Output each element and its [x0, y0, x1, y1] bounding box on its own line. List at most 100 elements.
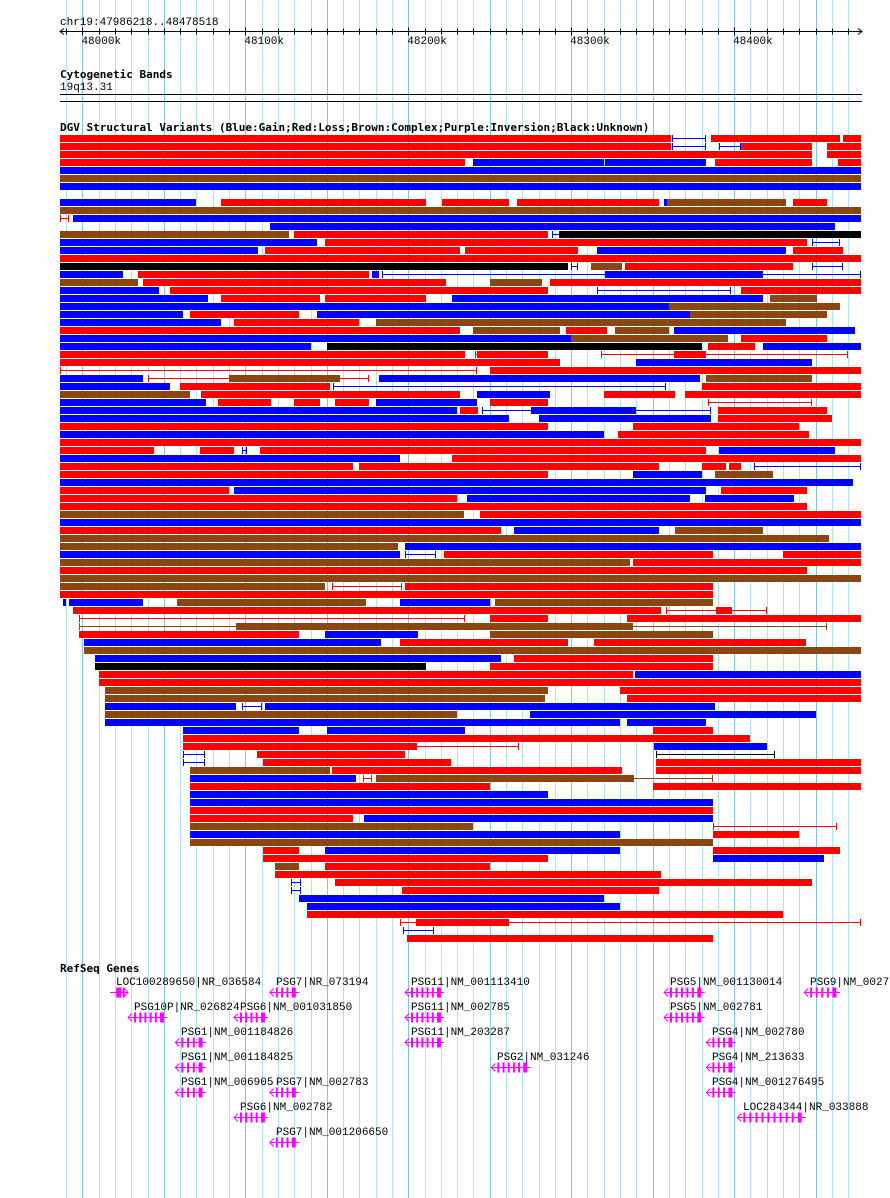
gene-feature[interactable]: PSG11|NM_203287: [404, 1027, 510, 1048]
structural-variant[interactable]: [416, 919, 509, 926]
structural-variant[interactable]: [105, 719, 620, 726]
structural-variant-interval[interactable]: [242, 703, 262, 710]
structural-variant[interactable]: [60, 343, 151, 350]
structural-variant[interactable]: [60, 351, 465, 358]
structural-variant[interactable]: [263, 855, 548, 862]
structural-variant[interactable]: [60, 303, 669, 310]
gene-feature[interactable]: PSG11|NM_002785: [404, 1002, 510, 1023]
structural-variant[interactable]: [234, 319, 359, 326]
structural-variant[interactable]: [201, 391, 460, 398]
structural-variant[interactable]: [473, 159, 604, 166]
structural-variant-interval[interactable]: [363, 775, 372, 782]
structural-variant[interactable]: [376, 319, 786, 326]
gene-feature[interactable]: PSG1|NM_006905: [174, 1077, 273, 1098]
structural-variant-interval[interactable]: [708, 399, 812, 406]
structural-variant-interval[interactable]: [242, 447, 247, 454]
structural-variant-interval[interactable]: [403, 927, 434, 934]
structural-variant[interactable]: [763, 343, 861, 350]
structural-variant[interactable]: [715, 471, 773, 478]
structural-variant[interactable]: [636, 359, 812, 366]
structural-variant[interactable]: [84, 639, 381, 646]
gene-feature[interactable]: PSG11|NM_001113410: [404, 977, 530, 998]
structural-variant[interactable]: [490, 279, 542, 286]
structural-variant[interactable]: [705, 495, 794, 502]
structural-variant[interactable]: [60, 279, 138, 286]
structural-variant[interactable]: [60, 175, 861, 182]
structural-variant[interactable]: [60, 199, 196, 206]
structural-variant[interactable]: [716, 607, 731, 614]
structural-variant[interactable]: [674, 327, 855, 334]
structural-variant[interactable]: [60, 423, 548, 430]
structural-variant[interactable]: [332, 767, 622, 774]
structural-variant[interactable]: [105, 703, 236, 710]
structural-variant[interactable]: [604, 391, 675, 398]
structural-variant[interactable]: [183, 727, 299, 734]
refseq-track-title[interactable]: RefSeq Genes: [60, 962, 139, 975]
structural-variant[interactable]: [60, 159, 465, 166]
structural-variant-interval[interactable]: [183, 759, 205, 766]
structural-variant[interactable]: [490, 615, 548, 622]
structural-variant[interactable]: [633, 471, 702, 478]
structural-variant-interval[interactable]: [60, 215, 69, 222]
structural-variant[interactable]: [594, 639, 806, 646]
structural-variant[interactable]: [60, 391, 190, 398]
structural-variant[interactable]: [627, 719, 706, 726]
structural-variant[interactable]: [597, 247, 786, 254]
structural-variant[interactable]: [60, 263, 568, 270]
structural-variant[interactable]: [190, 807, 713, 814]
structural-variant[interactable]: [685, 391, 861, 398]
structural-variant[interactable]: [177, 599, 366, 606]
structural-variant-interval[interactable]: [672, 135, 706, 142]
structural-variant[interactable]: [838, 159, 861, 166]
structural-variant[interactable]: [442, 199, 509, 206]
structural-variant[interactable]: [718, 415, 832, 422]
structural-variant[interactable]: [257, 751, 405, 758]
structural-variant[interactable]: [325, 631, 418, 638]
structural-variant[interactable]: [667, 199, 786, 206]
structural-variant[interactable]: [460, 407, 478, 414]
structural-variant[interactable]: [324, 871, 661, 878]
structural-variant[interactable]: [656, 759, 861, 766]
gene-feature[interactable]: PSG1|NM_001184826: [174, 1027, 293, 1048]
structural-variant[interactable]: [275, 871, 324, 878]
structural-variant[interactable]: [793, 199, 827, 206]
gene-feature[interactable]: PSG7|NM_002783: [269, 1077, 369, 1098]
structural-variant[interactable]: [138, 271, 369, 278]
structural-variant[interactable]: [190, 799, 713, 806]
position-ruler[interactable]: 48000k 48100k 48200k 48300k 48400k: [59, 27, 863, 49]
structural-variant[interactable]: [60, 591, 713, 598]
gene-feature[interactable]: PSG7|NM_001206650: [269, 1127, 388, 1148]
structural-variant[interactable]: [60, 359, 560, 366]
structural-variant[interactable]: [69, 599, 143, 606]
structural-variant[interactable]: [729, 463, 741, 470]
structural-variant[interactable]: [674, 351, 706, 358]
structural-variant[interactable]: [60, 399, 206, 406]
structural-variant[interactable]: [783, 551, 861, 558]
structural-variant[interactable]: [359, 463, 659, 470]
structural-variant[interactable]: [653, 727, 713, 734]
scroll-right-arrow-icon[interactable]: [857, 28, 863, 35]
structural-variant[interactable]: [60, 503, 807, 510]
structural-variant[interactable]: [618, 431, 809, 438]
structural-variant[interactable]: [234, 743, 416, 750]
structural-variant[interactable]: [60, 551, 400, 558]
structural-variant[interactable]: [478, 351, 548, 358]
structural-variant-interval[interactable]: [183, 751, 205, 758]
structural-variant[interactable]: [263, 759, 451, 766]
structural-variant[interactable]: [715, 159, 812, 166]
structural-variant[interactable]: [827, 151, 861, 158]
gene-feature[interactable]: PSG5|NM_002781: [663, 1002, 763, 1023]
structural-variant[interactable]: [190, 839, 713, 846]
structural-variant[interactable]: [183, 735, 750, 742]
structural-variant[interactable]: [60, 439, 861, 446]
structural-variant[interactable]: [376, 399, 477, 406]
structural-variant[interactable]: [60, 567, 807, 574]
structural-variant[interactable]: [73, 215, 861, 222]
structural-variant[interactable]: [263, 847, 299, 854]
structural-variant[interactable]: [325, 863, 490, 870]
structural-variant-interval[interactable]: [754, 463, 861, 470]
structural-variant[interactable]: [495, 599, 713, 606]
structural-variant[interactable]: [60, 319, 221, 326]
structural-variant[interactable]: [625, 263, 793, 270]
